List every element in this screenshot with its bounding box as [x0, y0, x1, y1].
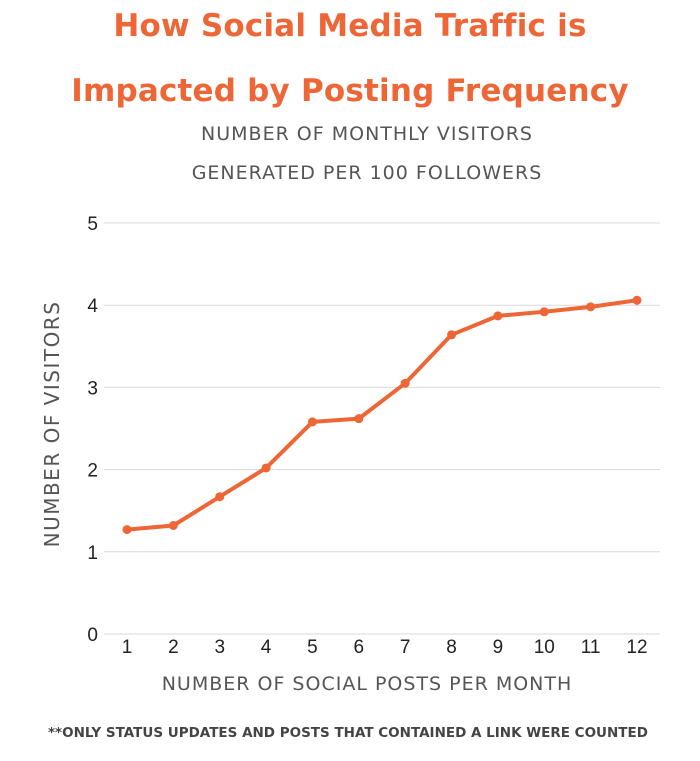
y-tick-labels: 0 1 2 3 4 5: [87, 214, 98, 646]
y-tick-label: 5: [87, 214, 98, 235]
y-tick-label: 1: [87, 543, 98, 564]
data-point: [586, 302, 596, 312]
x-tick-label: 8: [446, 637, 457, 658]
chart-subtitle-line2: GENERATED PER 100 FOLLOWERS: [191, 162, 543, 184]
data-point: [215, 492, 225, 502]
x-tick-label: 9: [493, 637, 504, 658]
y-tick-label: 4: [87, 296, 98, 317]
y-tick-label: 2: [87, 461, 98, 482]
x-tick-label: 2: [168, 637, 179, 658]
x-tick-label: 4: [261, 637, 272, 658]
data-point: [354, 414, 364, 424]
data-point: [307, 417, 317, 427]
x-tick-label: 1: [122, 637, 133, 658]
x-tick-label: 3: [214, 637, 225, 658]
data-point: [539, 307, 549, 317]
x-tick-label: 6: [354, 637, 365, 658]
x-tick-label: 12: [626, 637, 647, 658]
x-axis-label: NUMBER OF SOCIAL POSTS PER MONTH: [162, 673, 573, 695]
data-point: [493, 311, 503, 321]
data-point: [122, 525, 132, 535]
data-point: [447, 330, 457, 340]
data-point: [168, 520, 178, 530]
data-point: [632, 295, 642, 305]
y-tick-label: 3: [87, 378, 98, 399]
footnote: **ONLY STATUS UPDATES AND POSTS THAT CON…: [48, 725, 648, 741]
data-point: [261, 463, 271, 473]
grid-lines: [104, 222, 660, 635]
x-tick-label: 10: [534, 637, 555, 658]
x-tick-label: 11: [581, 637, 601, 658]
chart-title-line2: Impacted by Posting Frequency: [71, 73, 629, 109]
y-tick-label: 0: [87, 625, 98, 646]
chart-title-line1: How Social Media Traffic is: [113, 8, 587, 44]
data-points: [122, 295, 642, 535]
y-axis-label: NUMBER OF VISITORS: [40, 301, 64, 548]
x-tick-label: 5: [307, 637, 318, 658]
x-tick-label: 7: [400, 637, 411, 658]
chart-subtitle-line1: NUMBER OF MONTHLY VISITORS: [201, 123, 533, 145]
series-line: [125, 298, 639, 532]
data-point: [400, 378, 410, 388]
x-tick-labels: 1 2 3 4 5 6 7 8 9 10 11 12: [122, 637, 648, 658]
